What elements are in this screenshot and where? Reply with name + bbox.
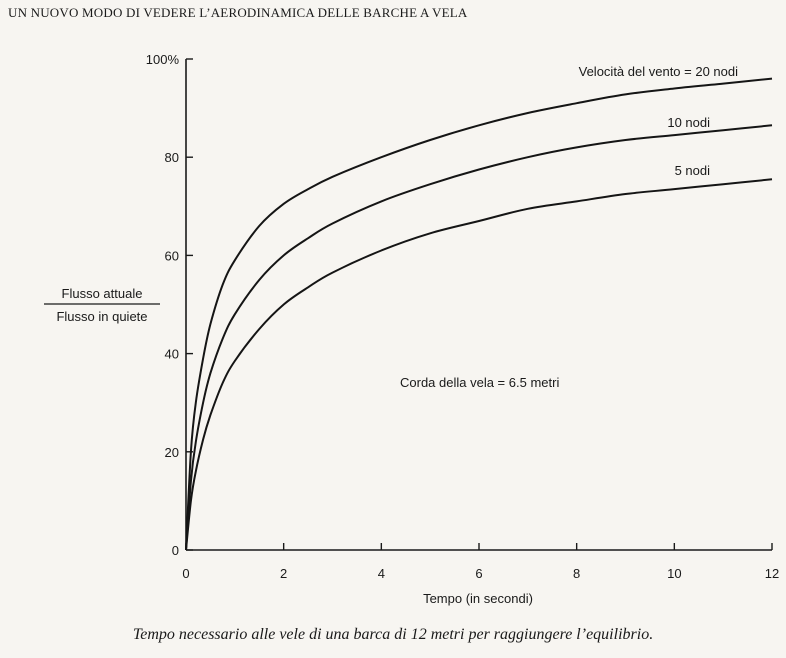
y-axis-label-denominator: Flusso in quiete <box>56 309 147 324</box>
chart-axes: 0 2 4 6 8 10 12 0 20 40 60 80 100% <box>146 52 779 581</box>
figure-caption: Tempo necessario alle vele di una barca … <box>132 626 654 643</box>
x-tick-label: 6 <box>475 566 482 581</box>
page-header: Un nuovo modo di vedere l’aerodinamica d… <box>8 5 468 20</box>
y-tick-label: 100% <box>146 52 180 67</box>
y-axis-label-numerator: Flusso attuale <box>62 286 143 301</box>
series-line-5-nodi <box>185 178 773 551</box>
x-tick-label: 10 <box>667 566 681 581</box>
x-tick-label: 2 <box>280 566 287 581</box>
y-tick-label: 20 <box>165 445 179 460</box>
x-tick-label: 0 <box>182 566 189 581</box>
x-tick-label: 4 <box>378 566 385 581</box>
chart-curves <box>185 77 773 551</box>
series-line-20-nodi <box>185 77 773 551</box>
series-label-10-nodi: 10 nodi <box>667 115 710 130</box>
y-tick-label: 80 <box>165 150 179 165</box>
y-tick-label: 0 <box>172 543 179 558</box>
x-tick-label: 8 <box>573 566 580 581</box>
chart-labels: Flusso attuale Flusso in quiete Tempo (i… <box>44 64 738 606</box>
series-label-5-nodi: 5 nodi <box>675 163 711 178</box>
x-tick-label: 12 <box>765 566 779 581</box>
sail-chord-annotation: Corda della vela = 6.5 metri <box>400 375 559 390</box>
series-label-20-nodi: Velocità del vento = 20 nodi <box>579 64 738 79</box>
x-axis-label: Tempo (in secondi) <box>423 591 533 606</box>
y-tick-label: 60 <box>165 248 179 263</box>
y-tick-label: 40 <box>165 347 179 362</box>
series-line-10-nodi <box>185 124 773 551</box>
